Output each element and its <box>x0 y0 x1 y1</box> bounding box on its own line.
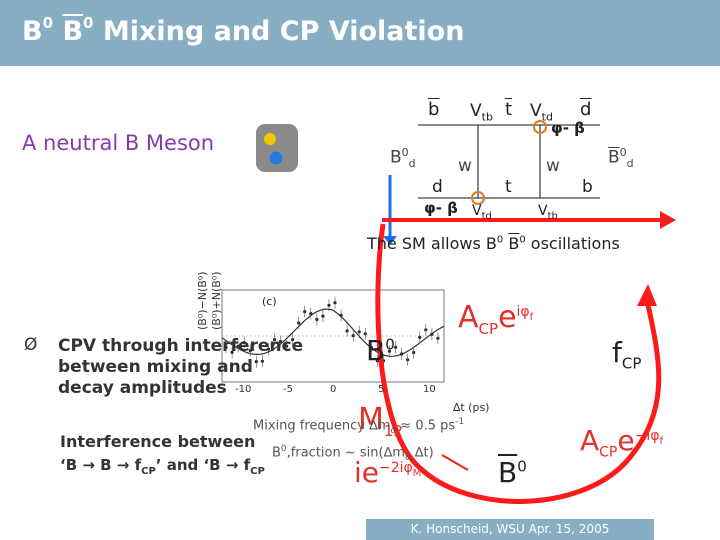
bullet-arrow-icon: Ø <box>24 335 38 355</box>
plot-ylabel: (B⁰)−N(B⁰) <box>196 271 209 330</box>
phi-beta-top-marker <box>533 120 547 134</box>
cpv-line-3: decay amplitudes <box>58 378 227 398</box>
arc-tick <box>441 454 469 471</box>
quark-d-top: d <box>580 99 592 120</box>
x-tick-1: -5 <box>283 384 293 395</box>
neutral-b-meson-label: A neutral B Meson <box>22 131 215 155</box>
b0-top: B0 <box>366 334 395 367</box>
acp-bottom-formula: ACPe−iφf <box>580 424 663 461</box>
x-tick-3: 5 <box>378 384 385 395</box>
meson-icon <box>256 124 298 172</box>
x-tick-2: 0 <box>330 384 337 395</box>
slide-title: B0 B0 Mixing and CP Violation <box>22 14 465 47</box>
title-b0bar-sup: 0 <box>83 14 94 32</box>
interference-line-1: Interference between <box>60 432 256 451</box>
box-diagram-lines <box>418 124 600 199</box>
phi-beta-bottom: φ- β <box>424 199 458 217</box>
fraction-text: B0,fraction ~ sin(∆md ∆t) <box>272 444 434 463</box>
w-left: w <box>458 156 472 176</box>
title-b0bar: B <box>62 16 84 47</box>
mixing-arc <box>375 223 662 504</box>
data-points <box>224 296 440 368</box>
title-bar <box>0 0 720 66</box>
red-arrow-head <box>660 211 676 229</box>
quark-t-bottom: t <box>505 177 512 197</box>
mixing-arc-arrowhead <box>637 284 657 306</box>
m12-label: M12 <box>358 402 403 440</box>
cpv-bullet-text: CPV through interference between mixing … <box>58 336 303 399</box>
vtb-top: Vtb <box>470 101 493 124</box>
quark-d-bottom: d <box>432 177 443 197</box>
sm-oscillation-text: The SM allows B0 B0 oscillations <box>367 234 620 253</box>
acp-top-formula: ACPeiφf <box>458 300 534 338</box>
fit-curve <box>221 308 445 357</box>
b0bar-bottom: B0 <box>498 456 527 489</box>
bd0-right: B0d <box>608 146 634 171</box>
asymmetry-plot <box>221 289 445 383</box>
quark-b-top: b <box>428 99 440 120</box>
fcp-label: fCP <box>612 336 642 373</box>
x-tick-0: -10 <box>235 384 252 395</box>
phi-beta-top: φ- β <box>551 119 585 137</box>
blue-arrow-head <box>383 236 397 245</box>
quark-b-bottom: b <box>582 177 593 197</box>
ie-phase: ie−2iφM <box>354 456 422 489</box>
title-b0: B <box>22 16 43 47</box>
plot-ylabel-denominator: (B⁰)+N(B⁰) <box>210 271 223 330</box>
bd0-left: B0d <box>390 146 416 171</box>
cpv-line-1: CPV through interference <box>58 336 304 356</box>
phi-beta-bottom-marker <box>471 191 485 205</box>
x-tick-4: 10 <box>423 384 436 395</box>
plot-xlabel: ∆t (ps) <box>453 401 490 414</box>
vtd-bottom: Vtd <box>472 203 492 222</box>
title-text: Mixing and CP Violation <box>102 16 465 47</box>
mixing-frequency-text: Mixing frequency ∆md ≈ 0.5 ps-1 <box>253 417 465 436</box>
footer-credit: K. Honscheid, WSU Apr. 15, 2005 <box>366 519 654 540</box>
title-b0-sup: 0 <box>42 14 54 32</box>
plot-panel-label: (c) <box>262 295 277 308</box>
vtb-bottom: Vtb <box>538 203 558 222</box>
vtd-top: Vtd <box>530 101 553 124</box>
w-right: w <box>546 156 560 176</box>
cpv-line-2: between mixing and <box>58 357 253 377</box>
quark-t-top: t <box>505 99 513 120</box>
interference-line-2: ‘B → B → fCP’ and ‘B → fCP <box>60 456 265 477</box>
